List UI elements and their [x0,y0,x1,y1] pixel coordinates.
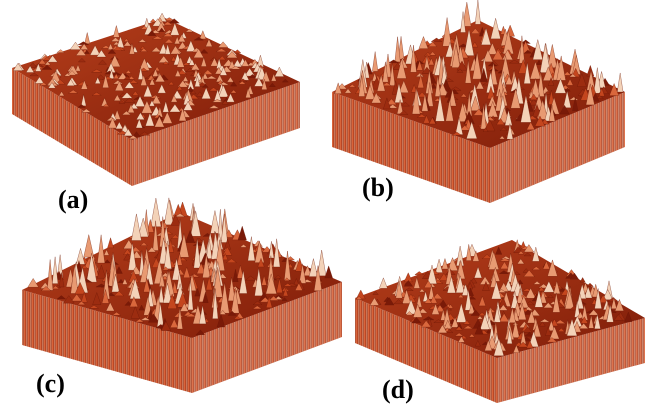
surface-peak [113,26,119,38]
surface-peak [57,50,64,53]
surface-peak [84,235,94,257]
surface-peak [151,198,161,227]
surface-peak [150,19,155,22]
surfaces [12,0,645,403]
surface-peak [97,235,105,263]
surface-peak [475,0,480,24]
surface-peak [47,260,53,291]
surface-peak [379,278,387,288]
surface-peak [210,211,219,234]
surface-peak [108,238,114,248]
surface-peak [52,257,58,284]
panel-label: (c) [36,369,65,398]
panel-label: (b) [362,173,394,202]
surface-peak [506,25,515,36]
surface-peak [580,277,585,282]
surface-peak [415,271,424,274]
surface-peak [443,18,452,47]
panel-label: (a) [58,185,88,214]
surface-peak [617,73,623,92]
panel-label: (d) [382,375,414,404]
surface-peak [200,31,206,39]
surface-peak [131,214,141,241]
surface-peak [85,33,90,44]
surface-peak [76,248,85,264]
surface-peak [309,259,318,277]
surface-peak [325,266,333,278]
surface-peak [70,42,81,49]
surface-peak [442,259,448,269]
figure: (a) (b) (c) (d) [0,0,648,412]
surface-peak [436,259,443,272]
surface-peak [372,52,378,72]
